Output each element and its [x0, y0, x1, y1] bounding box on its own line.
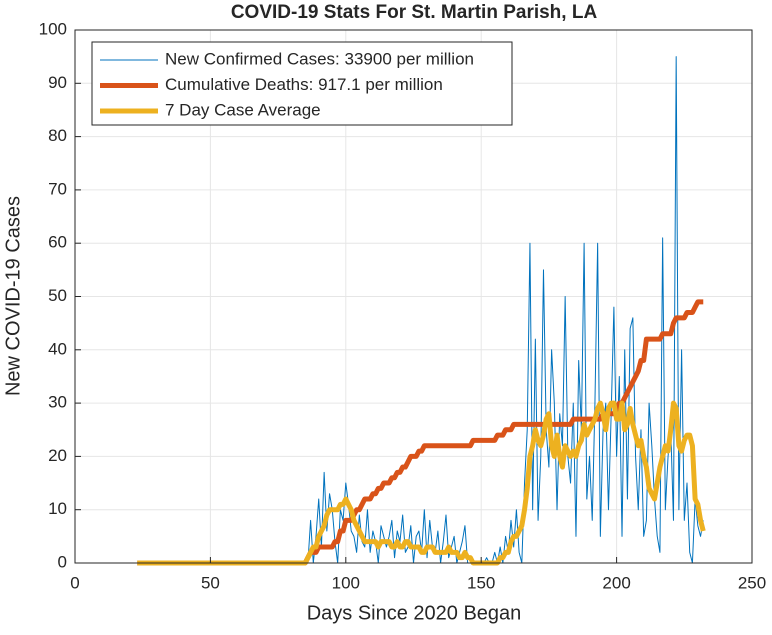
- legend-box: [91, 41, 513, 126]
- y-tick-label: 70: [48, 179, 67, 198]
- x-tick-label: 200: [602, 573, 630, 592]
- y-tick-label: 60: [48, 233, 67, 252]
- chart-title: COVID-19 Stats For St. Martin Parish, LA: [231, 2, 598, 23]
- y-tick-label: 90: [48, 73, 67, 92]
- x-tick-label: 50: [201, 573, 220, 592]
- y-tick-label: 80: [48, 126, 67, 145]
- legend-label: 7 Day Case Average: [165, 100, 321, 119]
- y-tick-label: 50: [48, 286, 67, 305]
- series-line: [137, 299, 704, 566]
- y-tick-label: 100: [39, 19, 67, 38]
- legend-label: New Confirmed Cases: 33900 per million: [165, 49, 474, 68]
- legend: New Confirmed Cases: 33900 per million Cu…: [91, 41, 513, 126]
- x-tick-label: 100: [332, 573, 360, 592]
- x-tick-label: 0: [70, 573, 79, 592]
- ticks: 0 50 100 150 200 250 0 10 20 30 40 50 60 70 80 90 100: [39, 19, 767, 592]
- y-tick-label: 0: [58, 552, 67, 571]
- y-tick-label: 20: [48, 446, 67, 465]
- y-axis-label: New COVID-19 Cases: [2, 196, 24, 396]
- y-tick-label: 10: [48, 499, 67, 518]
- legend-label: Cumulative Deaths: 917.1 per million: [165, 75, 443, 94]
- x-tick-label: 150: [467, 573, 495, 592]
- x-tick-label: 250: [738, 573, 766, 592]
- x-axis-label: Days Since 2020 Began: [307, 602, 522, 624]
- series-line: [137, 400, 706, 566]
- y-tick-label: 30: [48, 393, 67, 412]
- y-tick-label: 40: [48, 339, 67, 358]
